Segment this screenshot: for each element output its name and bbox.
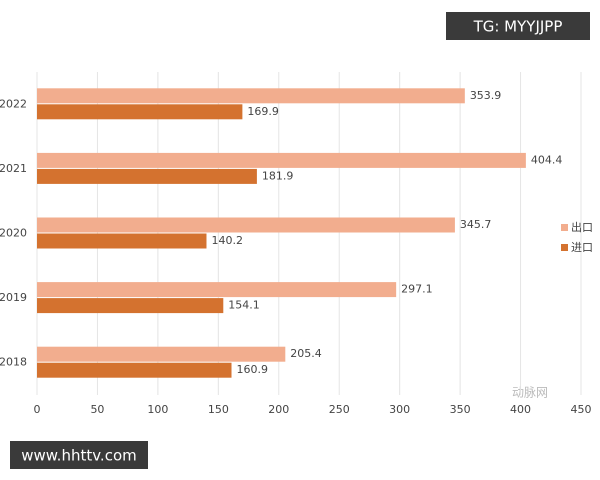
- y-tick-label: 2018: [0, 356, 27, 369]
- y-tick-label: 2020: [0, 227, 27, 240]
- bar: [37, 88, 465, 104]
- watermark: 动脉网: [512, 385, 548, 400]
- x-tick-label: 0: [34, 403, 41, 416]
- bar: [37, 362, 232, 378]
- x-tick-label: 300: [389, 403, 410, 416]
- value-label: 353.9: [470, 89, 502, 102]
- legend-label: 出口: [571, 220, 593, 234]
- legend-swatch: [561, 244, 568, 251]
- x-tick-label: 400: [510, 403, 531, 416]
- bar: [37, 217, 455, 233]
- value-label: 297.1: [401, 283, 433, 296]
- bar: [37, 346, 286, 362]
- bar: [37, 298, 224, 314]
- bar: [37, 104, 243, 120]
- value-label: 160.9: [237, 363, 269, 376]
- y-tick-label: 2019: [0, 291, 27, 304]
- x-tick-label: 250: [329, 403, 350, 416]
- x-tick-label: 200: [268, 403, 289, 416]
- watermark-box: [446, 12, 590, 40]
- x-tick-label: 350: [450, 403, 471, 416]
- x-tick-label: 50: [90, 403, 104, 416]
- value-label: 404.4: [531, 153, 563, 166]
- x-tick-label: 150: [208, 403, 229, 416]
- bar: [37, 168, 257, 184]
- bar: [37, 152, 526, 168]
- y-tick-label: 2022: [0, 97, 27, 110]
- value-label: 345.7: [460, 218, 492, 231]
- bar: [37, 233, 207, 249]
- y-tick-label: 2021: [0, 162, 27, 175]
- value-label: 154.1: [228, 299, 260, 312]
- watermark-box: [10, 441, 148, 469]
- value-label: 205.4: [290, 347, 322, 360]
- value-label: 169.9: [247, 105, 279, 118]
- bar: [37, 282, 397, 298]
- value-label: 140.2: [211, 234, 243, 247]
- watermark: www.hhttv.com: [21, 447, 137, 465]
- legend-swatch: [561, 224, 568, 231]
- x-tick-label: 450: [571, 403, 592, 416]
- legend-label: 进口: [571, 241, 593, 254]
- value-label: 181.9: [262, 169, 294, 182]
- x-tick-label: 100: [147, 403, 168, 416]
- watermark: TG: MYYJJPP: [473, 18, 563, 36]
